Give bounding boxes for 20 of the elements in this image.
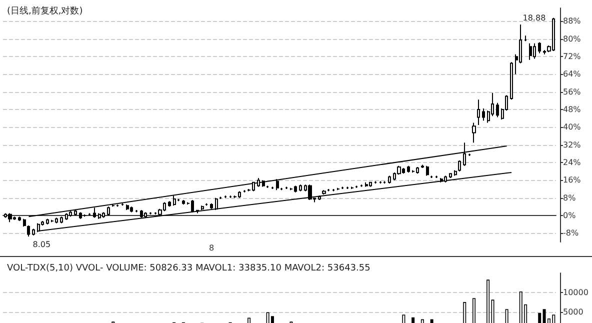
y-tick-label: 24%	[563, 158, 582, 168]
y-tick-label: 32%	[563, 140, 582, 150]
y-tick-label: -8%	[563, 228, 579, 238]
y-tick-label: 48%	[563, 105, 582, 114]
y-tick-label: 80%	[563, 34, 582, 44]
chart-title: (日线,前复权,对数)	[7, 6, 83, 16]
y-tick-label: 5000	[563, 308, 584, 317]
y-tick-label: 8%	[563, 193, 576, 202]
y-tick-label: 72%	[563, 52, 582, 62]
annotation: 8.05	[32, 240, 51, 249]
y-tick-label: 88%	[563, 16, 582, 26]
x-tick-label: 8	[209, 244, 214, 252]
y-tick-label: 40%	[563, 122, 582, 132]
y-tick-label: 64%	[563, 70, 582, 79]
chart-title: VOL-TDX(5,10) VVOL- VOLUME: 50826.33 MAVOL1: 33835.10 MAVOL2: 53643.55	[7, 264, 370, 274]
y-tick-label: 10000	[563, 288, 588, 298]
y-tick-label: 16%	[563, 176, 582, 185]
y-tick-label: 0%	[563, 211, 576, 220]
annotation: 18.88	[522, 13, 546, 22]
y-tick-label: 56%	[563, 87, 582, 96]
